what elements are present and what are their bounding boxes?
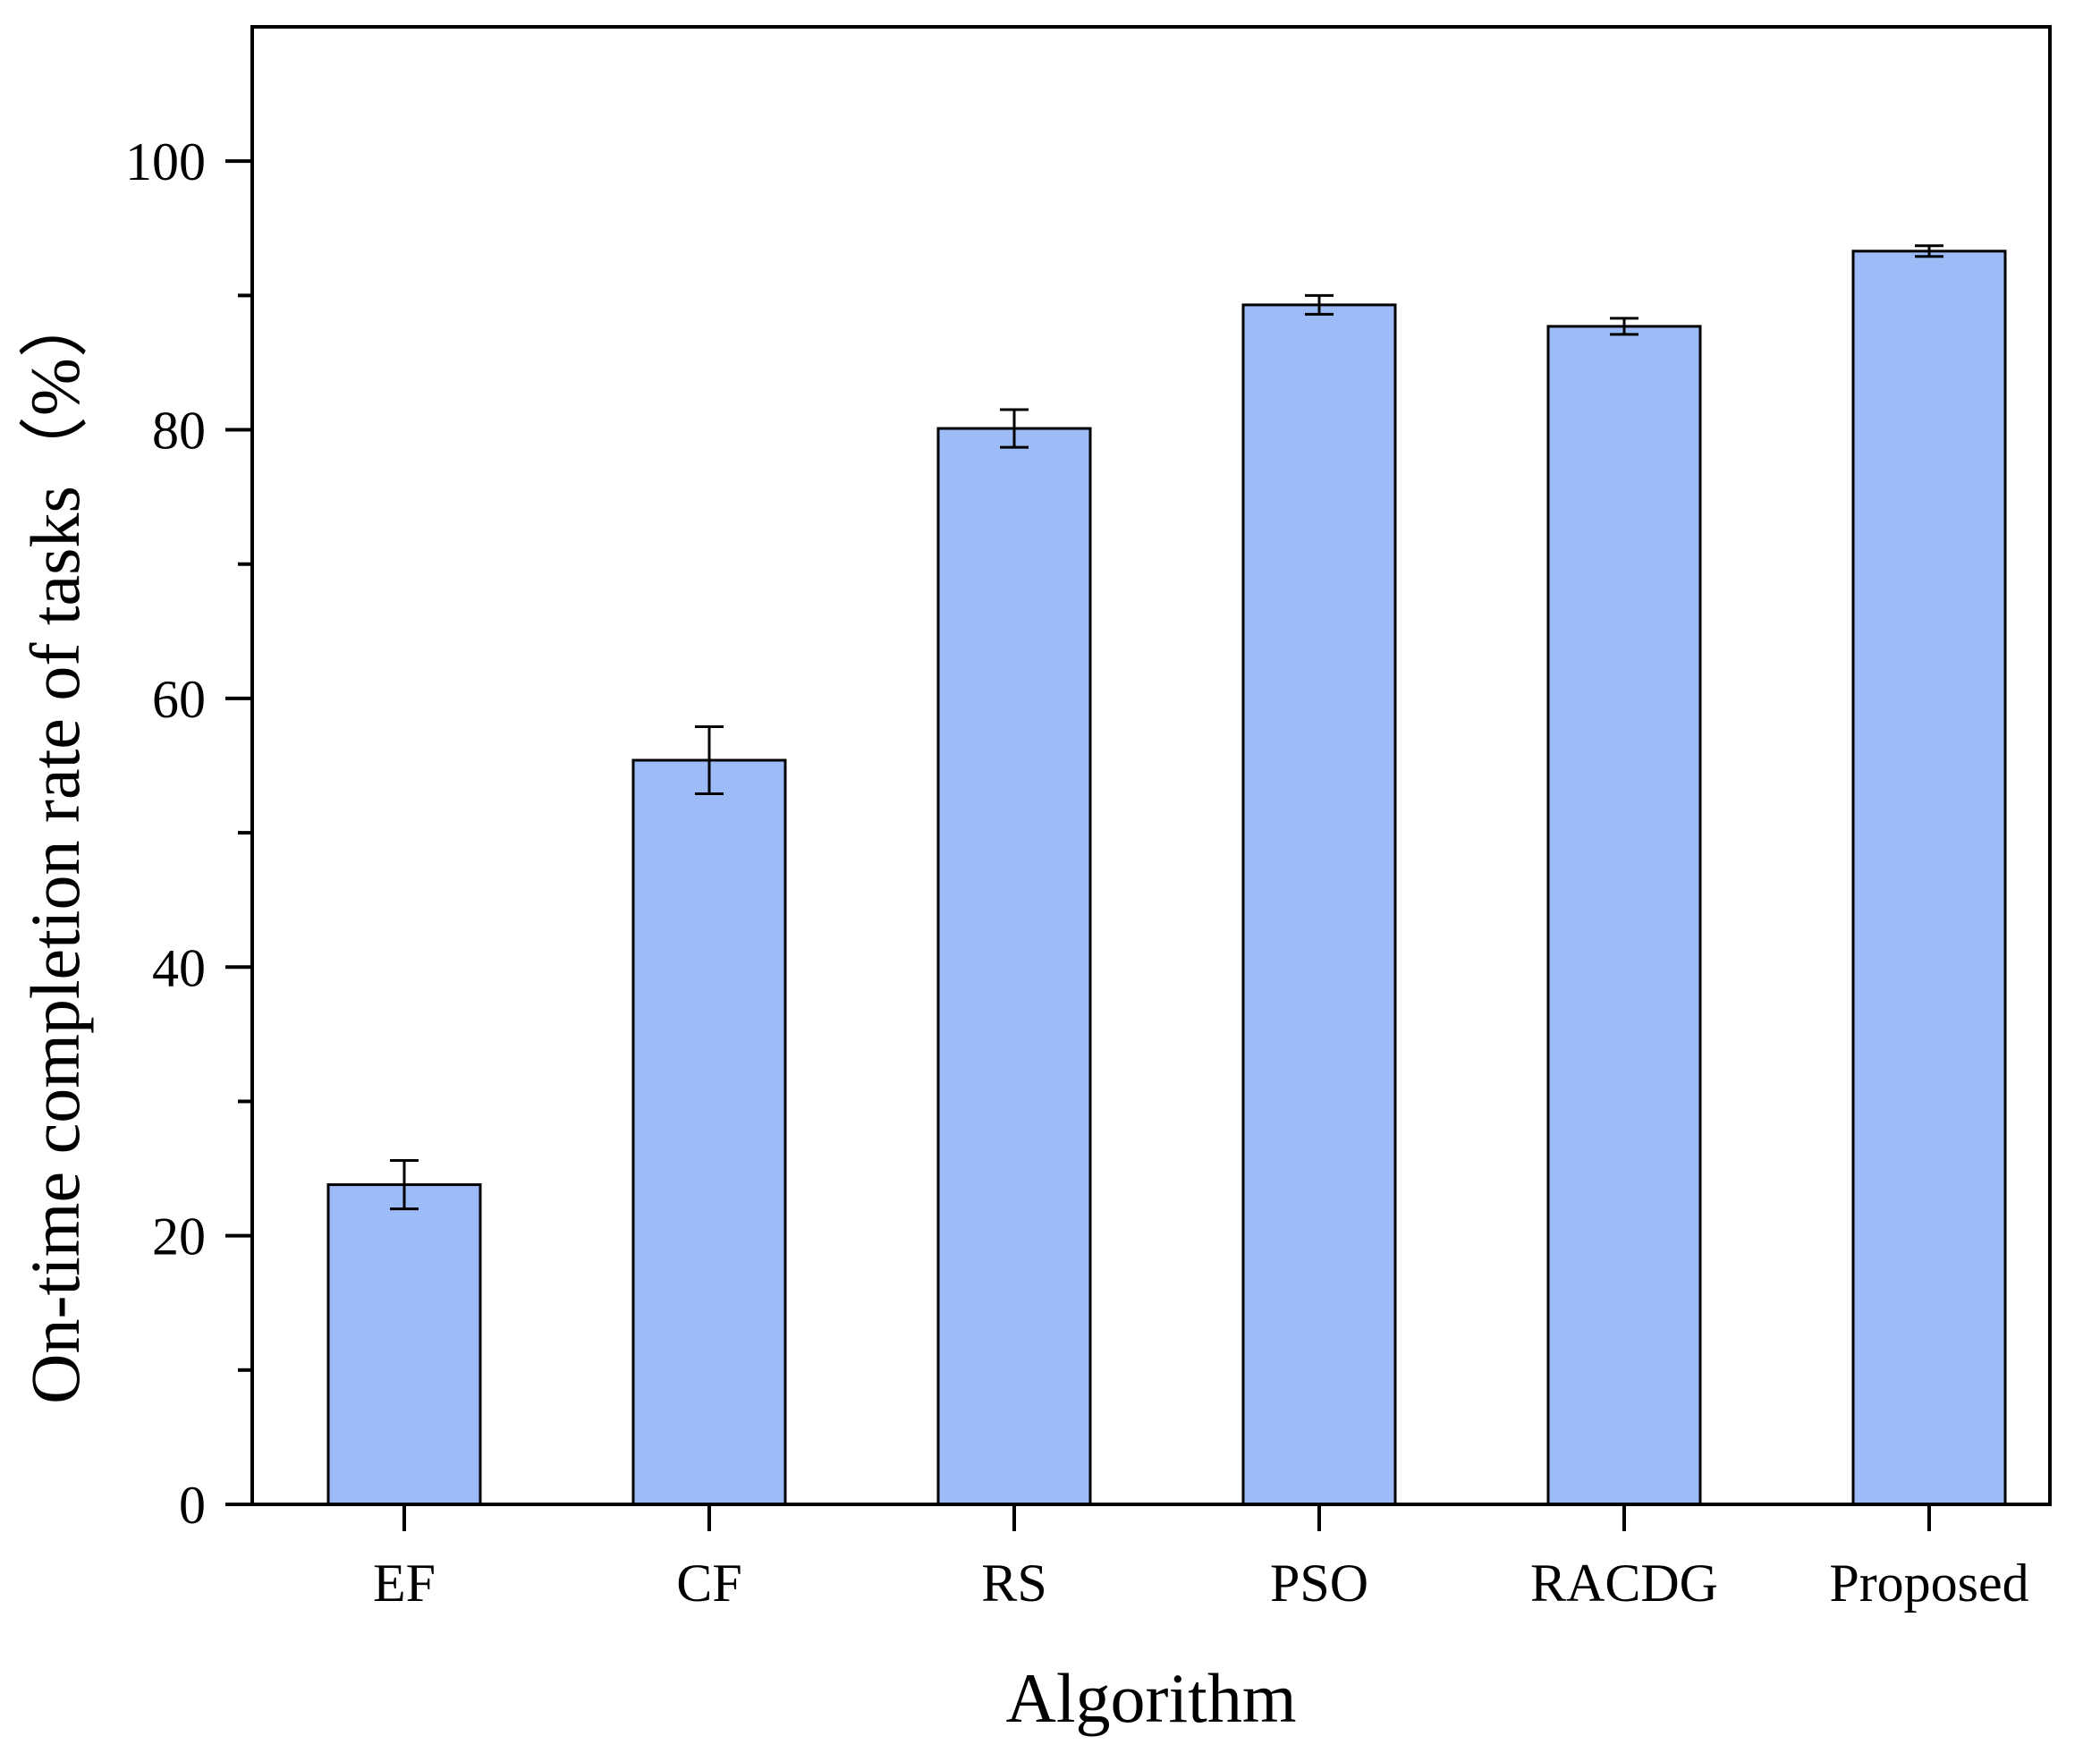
error-bars-layer bbox=[390, 244, 1943, 1211]
x-axis-title: Algorithm bbox=[1006, 1659, 1297, 1737]
error-bar-proposed bbox=[1915, 244, 1943, 258]
error-bar-cf bbox=[695, 724, 724, 796]
bar-racdg bbox=[1546, 325, 1702, 1506]
ticks-layer bbox=[225, 159, 1931, 1531]
x-tick-label-cf: CF bbox=[676, 1554, 741, 1613]
y-tick-label-0: 0 bbox=[179, 1476, 206, 1535]
error-bar-pso bbox=[1305, 293, 1334, 316]
x-tick-label-pso: PSO bbox=[1270, 1554, 1368, 1613]
axes-layer bbox=[250, 25, 2052, 1506]
bar-cf bbox=[631, 758, 787, 1506]
error-bar-racdg bbox=[1610, 317, 1639, 336]
x-tick-label-racdg: RACDG bbox=[1530, 1554, 1718, 1613]
y-axis-title: On-time completion rate of tasks（%） bbox=[16, 288, 94, 1404]
x-tick-label-ef: EF bbox=[373, 1554, 436, 1613]
x-tick-label-rs: RS bbox=[981, 1554, 1046, 1613]
x-tick-label-proposed: Proposed bbox=[1829, 1554, 2028, 1613]
bar-pso bbox=[1241, 303, 1397, 1506]
y-tick-label-100: 100 bbox=[125, 132, 206, 191]
error-bar-ef bbox=[390, 1159, 419, 1211]
bar-rs bbox=[936, 427, 1092, 1506]
y-tick-label-40: 40 bbox=[152, 938, 206, 997]
error-bar-rs bbox=[1000, 408, 1029, 449]
y-tick-label-80: 80 bbox=[152, 402, 206, 461]
bar-ef bbox=[326, 1183, 482, 1506]
y-tick-label-20: 20 bbox=[152, 1207, 206, 1266]
y-tick-label-60: 60 bbox=[152, 670, 206, 729]
bars-layer bbox=[326, 250, 2007, 1506]
plot-frame bbox=[250, 25, 2052, 1506]
bar-proposed bbox=[1851, 250, 2007, 1506]
labels-layer: EF CF RS PSO RACDG Proposed 0 20 40 60 80 100 bbox=[125, 132, 2029, 1613]
